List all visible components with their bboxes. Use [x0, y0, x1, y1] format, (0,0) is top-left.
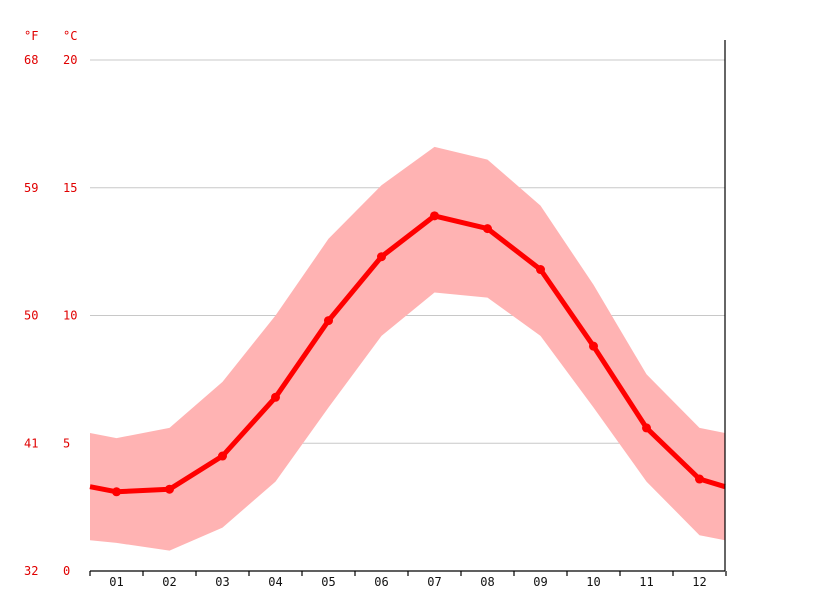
- x-tick-label: 05: [321, 575, 335, 589]
- y-tick-labels: 32 0 41 5 50 10 59 15 68 20: [24, 53, 77, 578]
- y-tick-label-celsius: 5: [63, 436, 70, 450]
- y-tick-label-fahrenheit: 68: [24, 53, 38, 67]
- y-tick-label-celsius: 10: [63, 309, 77, 323]
- y-tick-label-fahrenheit: 32: [24, 564, 38, 578]
- temperature-point-05: [324, 316, 333, 326]
- y-tick-label-celsius: 15: [63, 181, 77, 195]
- temperature-point-01: [112, 487, 121, 497]
- temperature-line: [89, 213, 726, 495]
- temperature-point-06: [377, 252, 386, 262]
- y-tick-label-fahrenheit: 59: [24, 181, 38, 195]
- x-tick-label: 12: [692, 575, 706, 589]
- temperature-range-band: [90, 146, 725, 551]
- temperature-point-12: [695, 474, 704, 484]
- temperature-point-04: [271, 392, 280, 402]
- y-tick-label-celsius: 0: [63, 564, 70, 578]
- y-tick-label-fahrenheit: 50: [24, 309, 38, 323]
- unit-label-celsius: °C: [63, 29, 77, 43]
- x-tick-label: 08: [480, 575, 494, 589]
- axes: [89, 40, 727, 576]
- temperature-point-11: [642, 423, 651, 433]
- x-tick-label: 11: [639, 575, 653, 589]
- x-tick-label: 07: [427, 575, 441, 589]
- x-tick-label: 03: [215, 575, 229, 589]
- temperature-point-10: [589, 341, 598, 351]
- temperature-point-07: [430, 211, 439, 221]
- temperature-point-09: [536, 265, 545, 275]
- x-tick-label: 10: [586, 575, 600, 589]
- temperature-point-08: [483, 224, 492, 234]
- x-tick-labels: 01 02 03 04 05 06 07 08 09 10 11 12: [109, 575, 706, 589]
- temperature-point-02: [165, 484, 174, 494]
- y-tick-label-fahrenheit: 41: [24, 436, 38, 450]
- x-tick-label: 06: [374, 575, 388, 589]
- temperature-range-band-group: [90, 146, 725, 551]
- x-tick-label: 04: [268, 575, 282, 589]
- temperature-line-group: [89, 211, 726, 497]
- unit-label-fahrenheit: °F: [24, 29, 38, 43]
- x-tick-label: 02: [162, 575, 176, 589]
- x-tick-label: 09: [533, 575, 547, 589]
- y-tick-label-celsius: 20: [63, 53, 77, 67]
- x-tick-label: 01: [109, 575, 123, 589]
- temperature-point-03: [218, 451, 227, 461]
